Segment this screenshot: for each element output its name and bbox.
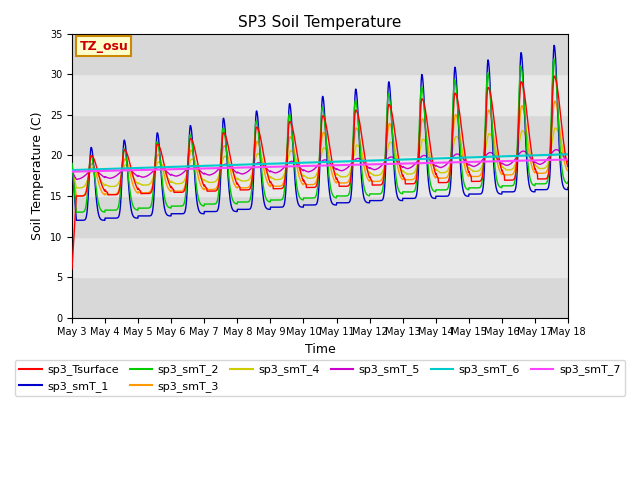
sp3_smT_4 (72, 185, 80, 191)
sp3_Tsurface (207, 188, 214, 194)
Line: sp3_smT_1: sp3_smT_1 (72, 45, 568, 220)
Bar (72, 156, 568, 196)
sp3_smT_4 (334, 172, 342, 178)
sp3_smT_1 (564, 185, 572, 191)
sp3_smT_1 (334, 200, 342, 206)
Line: sp3_smT_2: sp3_smT_2 (72, 59, 568, 212)
Title: SP3 Soil Temperature: SP3 Soil Temperature (238, 15, 402, 30)
sp3_Tsurface (564, 163, 572, 169)
Line: sp3_smT_3: sp3_smT_3 (72, 101, 568, 196)
sp3_smT_3 (68, 161, 76, 167)
sp3_smT_1 (550, 42, 558, 48)
sp3_smT_3 (564, 167, 572, 172)
sp3_Tsurface (68, 266, 76, 272)
sp3_smT_2 (334, 193, 342, 199)
sp3_smT_5 (207, 172, 214, 178)
sp3_smT_6 (345, 158, 353, 164)
sp3_smT_7 (345, 162, 353, 168)
sp3_smT_3 (551, 98, 559, 104)
sp3_Tsurface (550, 73, 558, 79)
sp3_smT_3 (207, 187, 214, 192)
sp3_Tsurface (520, 89, 528, 95)
sp3_smT_6 (520, 153, 528, 158)
sp3_smT_5 (345, 164, 353, 169)
sp3_smT_2 (534, 181, 542, 187)
Bar (72, 115, 568, 156)
sp3_smT_4 (552, 125, 559, 131)
sp3_smT_1 (72, 217, 80, 223)
sp3_smT_3 (334, 180, 342, 185)
Bar (72, 277, 568, 318)
sp3_smT_6 (564, 151, 572, 157)
Bar (72, 196, 568, 237)
sp3_smT_3 (520, 112, 528, 118)
sp3_smT_2 (464, 187, 472, 192)
Line: sp3_smT_4: sp3_smT_4 (72, 128, 568, 188)
sp3_Tsurface (345, 183, 353, 189)
sp3_smT_1 (464, 193, 472, 199)
sp3_smT_5 (564, 158, 572, 164)
sp3_smT_2 (68, 161, 76, 167)
X-axis label: Time: Time (305, 343, 335, 356)
sp3_smT_5 (73, 177, 81, 182)
sp3_smT_5 (68, 169, 76, 175)
sp3_smT_7 (534, 157, 541, 163)
sp3_smT_6 (534, 152, 541, 158)
sp3_smT_5 (553, 147, 561, 153)
Bar (72, 34, 568, 74)
sp3_smT_5 (334, 167, 342, 172)
sp3_smT_4 (534, 165, 542, 170)
Line: sp3_smT_6: sp3_smT_6 (72, 154, 568, 170)
sp3_smT_5 (464, 161, 472, 167)
sp3_smT_1 (520, 105, 528, 110)
sp3_smT_2 (345, 192, 353, 197)
sp3_smT_2 (207, 201, 214, 207)
sp3_smT_3 (345, 178, 353, 184)
sp3_smT_6 (68, 167, 76, 173)
sp3_smT_4 (564, 160, 572, 166)
Bar (72, 237, 568, 277)
Line: sp3_smT_7: sp3_smT_7 (72, 159, 568, 172)
sp3_smT_2 (564, 179, 572, 184)
sp3_smT_2 (550, 56, 557, 62)
sp3_smT_2 (520, 104, 528, 110)
sp3_smT_3 (72, 193, 80, 199)
sp3_smT_7 (464, 159, 472, 165)
sp3_smT_1 (207, 209, 214, 215)
Line: sp3_Tsurface: sp3_Tsurface (72, 76, 568, 269)
Y-axis label: Soil Temperature (C): Soil Temperature (C) (31, 111, 44, 240)
sp3_smT_1 (345, 200, 353, 205)
sp3_smT_4 (345, 171, 353, 177)
sp3_smT_7 (207, 166, 214, 171)
sp3_smT_5 (534, 161, 542, 167)
sp3_smT_4 (68, 165, 76, 170)
Legend: sp3_Tsurface, sp3_smT_1, sp3_smT_2, sp3_smT_3, sp3_smT_4, sp3_smT_5, sp3_smT_6, : sp3_Tsurface, sp3_smT_1, sp3_smT_2, sp3_… (15, 360, 625, 396)
sp3_Tsurface (334, 178, 342, 184)
sp3_smT_6 (334, 159, 342, 165)
sp3_smT_2 (72, 209, 80, 215)
sp3_Tsurface (464, 166, 472, 171)
Line: sp3_smT_5: sp3_smT_5 (72, 150, 568, 180)
sp3_smT_3 (534, 170, 542, 176)
sp3_smT_3 (464, 172, 472, 178)
sp3_smT_7 (520, 158, 528, 164)
sp3_smT_4 (464, 165, 472, 170)
sp3_smT_7 (564, 156, 572, 162)
sp3_smT_1 (68, 161, 76, 167)
sp3_smT_5 (520, 148, 528, 154)
sp3_smT_6 (207, 163, 214, 168)
sp3_smT_7 (334, 162, 342, 168)
Text: TZ_osu: TZ_osu (79, 39, 128, 52)
sp3_Tsurface (534, 176, 541, 182)
Bar (72, 74, 568, 115)
sp3_smT_7 (68, 169, 76, 175)
sp3_smT_6 (464, 155, 472, 160)
sp3_smT_1 (534, 187, 542, 192)
sp3_smT_4 (207, 180, 214, 185)
sp3_smT_4 (520, 130, 528, 136)
